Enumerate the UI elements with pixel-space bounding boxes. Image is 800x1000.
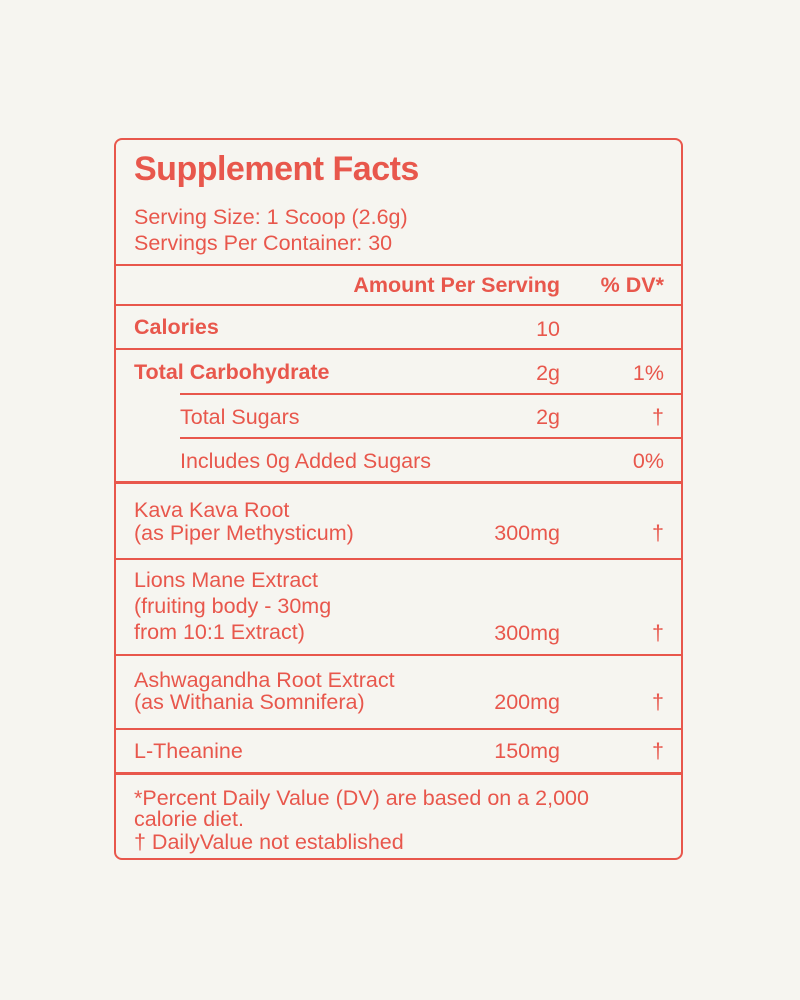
ingredient-dv: † bbox=[652, 739, 664, 763]
divider bbox=[116, 348, 681, 350]
ingredient-name: (as Piper Methysticum) bbox=[134, 521, 354, 545]
dv-header: % DV* bbox=[600, 273, 664, 297]
nutrient-name: Total Carbohydrate bbox=[134, 360, 330, 384]
nutrient-amount: 2g bbox=[536, 405, 560, 429]
nutrient-dv: † bbox=[652, 405, 664, 429]
ingredient-amount: 300mg bbox=[494, 621, 560, 645]
divider bbox=[180, 393, 681, 395]
ingredient-name: from 10:1 Extract) bbox=[134, 620, 305, 644]
nutrient-name: Includes 0g Added Sugars bbox=[180, 449, 432, 473]
footnote-dagger: † DailyValue not established bbox=[134, 830, 404, 854]
ingredient-amount: 200mg bbox=[494, 690, 560, 714]
amount-per-serving-header: Amount Per Serving bbox=[353, 273, 560, 297]
nutrient-name: Total Sugars bbox=[180, 405, 300, 429]
divider bbox=[116, 304, 681, 306]
panel-title: Supplement Facts bbox=[134, 150, 419, 188]
nutrient-amount: 2g bbox=[536, 361, 560, 385]
divider bbox=[116, 481, 681, 484]
footnote-dv-cont: calorie diet. bbox=[134, 807, 244, 831]
nutrient-dv: 1% bbox=[632, 361, 664, 385]
divider bbox=[116, 772, 681, 775]
ingredient-dv: † bbox=[652, 621, 664, 645]
divider bbox=[116, 558, 681, 560]
nutrient-amount: 10 bbox=[536, 317, 560, 341]
nutrient-dv: 0% bbox=[632, 449, 664, 473]
serving-size: Serving Size: 1 Scoop (2.6g) bbox=[134, 205, 408, 229]
divider bbox=[116, 728, 681, 730]
ingredient-amount: 300mg bbox=[494, 521, 560, 545]
ingredient-amount: 150mg bbox=[494, 739, 560, 763]
ingredient-dv: † bbox=[652, 690, 664, 714]
ingredient-name: L-Theanine bbox=[134, 739, 243, 763]
ingredient-name: Ashwagandha Root Extract bbox=[134, 668, 395, 692]
footnote-dv: *Percent Daily Value (DV) are based on a… bbox=[134, 786, 589, 810]
supplement-facts-panel: Supplement Facts Serving Size: 1 Scoop (… bbox=[114, 138, 683, 860]
divider bbox=[116, 264, 681, 266]
ingredient-dv: † bbox=[652, 521, 664, 545]
divider bbox=[116, 654, 681, 656]
servings-per-container: Servings Per Container: 30 bbox=[134, 231, 393, 255]
ingredient-name: Kava Kava Root bbox=[134, 498, 290, 522]
nutrient-name: Calories bbox=[134, 315, 219, 339]
ingredient-name: (fruiting body - 30mg bbox=[134, 594, 332, 618]
ingredient-name: Lions Mane Extract bbox=[134, 568, 319, 592]
ingredient-name: (as Withania Somnifera) bbox=[134, 690, 365, 714]
divider bbox=[180, 437, 681, 439]
